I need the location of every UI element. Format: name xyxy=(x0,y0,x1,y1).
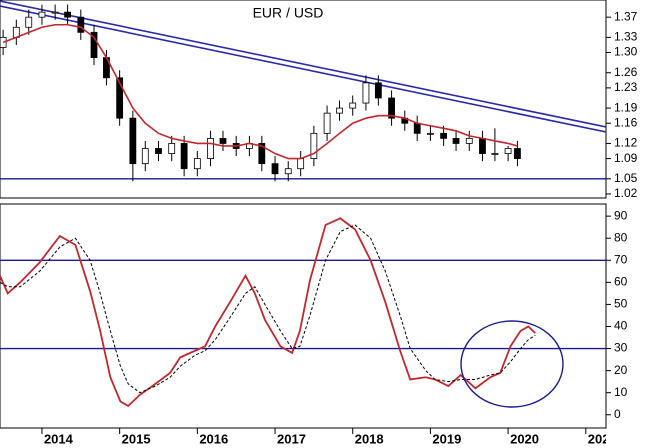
candle-body xyxy=(427,132,434,135)
price-plot xyxy=(0,4,606,182)
y-axes: 1.021.05 1.091.12 1.161.19 1.231.26 1.301.33… xyxy=(606,9,638,421)
y-tick-label: 80 xyxy=(614,230,628,244)
candle-body xyxy=(362,82,370,104)
oscillator-plot xyxy=(0,217,606,408)
candle-body xyxy=(514,148,521,160)
y-tick-label: 70 xyxy=(614,252,628,266)
y-tick-label: 50 xyxy=(614,297,628,311)
candle-body xyxy=(51,11,59,14)
x-tick-label: 2020 xyxy=(510,431,539,446)
candle-body xyxy=(465,137,473,144)
candle-body xyxy=(349,102,357,109)
candle-body xyxy=(440,132,448,139)
candle-body xyxy=(284,168,292,175)
y-tick-label: 90 xyxy=(614,208,628,222)
candle-body xyxy=(388,97,395,119)
x-tick-label: 2016 xyxy=(199,431,228,446)
y-tick-label: 10 xyxy=(614,385,628,399)
y-tick-label: 1.02 xyxy=(614,186,638,200)
candle-body xyxy=(452,137,460,144)
y-tick-label: 0 xyxy=(614,407,621,421)
y-tick-label: 40 xyxy=(614,319,628,333)
y-tick-label: 30 xyxy=(614,341,628,355)
y-tick-label: 1.05 xyxy=(614,171,638,185)
candle-body xyxy=(504,148,512,154)
candle-body xyxy=(271,163,279,175)
candle-body xyxy=(336,107,343,114)
trend-line xyxy=(0,0,606,128)
candle-body xyxy=(193,158,201,170)
chart-title: EUR / USD xyxy=(253,5,324,21)
candle-body xyxy=(141,148,149,165)
x-axis: 201320142015201620172018201920202021 xyxy=(41,428,617,446)
moving-average xyxy=(2,23,518,160)
candle-body xyxy=(129,117,137,165)
candle-body xyxy=(297,158,305,170)
x-tick-label: 2021 xyxy=(588,431,617,446)
x-tick-label: 2014 xyxy=(44,431,74,446)
trend-lines xyxy=(0,0,606,133)
highlight-circle xyxy=(460,320,564,408)
candle-body xyxy=(323,112,331,134)
candle-body xyxy=(168,143,176,154)
y-tick-label: 1.09 xyxy=(614,151,638,165)
candle-body xyxy=(479,137,486,154)
candle-body xyxy=(155,148,162,154)
candle-body xyxy=(207,137,214,160)
y-tick-label: 1.30 xyxy=(614,45,638,59)
candle-body xyxy=(491,153,499,155)
candle-body xyxy=(219,137,227,144)
y-tick-label: 1.12 xyxy=(614,136,638,150)
y-tick-label: 20 xyxy=(614,363,628,377)
candle-body xyxy=(413,122,421,134)
x-tick-label: 2015 xyxy=(122,431,151,446)
candle-body xyxy=(180,143,188,170)
candle-body xyxy=(258,143,266,165)
candle-body xyxy=(0,36,7,48)
candle-body xyxy=(25,16,33,28)
candle-body xyxy=(90,31,98,58)
candle-body xyxy=(38,11,46,18)
series-line xyxy=(0,217,536,408)
y-tick-label: 1.23 xyxy=(614,80,638,94)
candle-body xyxy=(374,82,382,99)
y-tick-label: 1.19 xyxy=(614,100,638,114)
x-tick-label: 2019 xyxy=(432,431,461,446)
y-tick-label: 1.33 xyxy=(614,30,638,44)
x-tick-label: 2017 xyxy=(277,431,306,446)
candle-body xyxy=(310,132,318,160)
y-tick-label: 60 xyxy=(614,275,628,289)
x-tick-label: 2018 xyxy=(355,431,384,446)
y-tick-label: 1.16 xyxy=(614,115,638,129)
trend-line xyxy=(0,5,606,133)
candle-body xyxy=(64,11,71,18)
candle-body xyxy=(116,77,124,119)
candle-body xyxy=(77,16,85,33)
y-tick-label: 1.26 xyxy=(614,65,638,79)
y-tick-label: 1.37 xyxy=(614,9,638,23)
series-line xyxy=(0,224,536,394)
